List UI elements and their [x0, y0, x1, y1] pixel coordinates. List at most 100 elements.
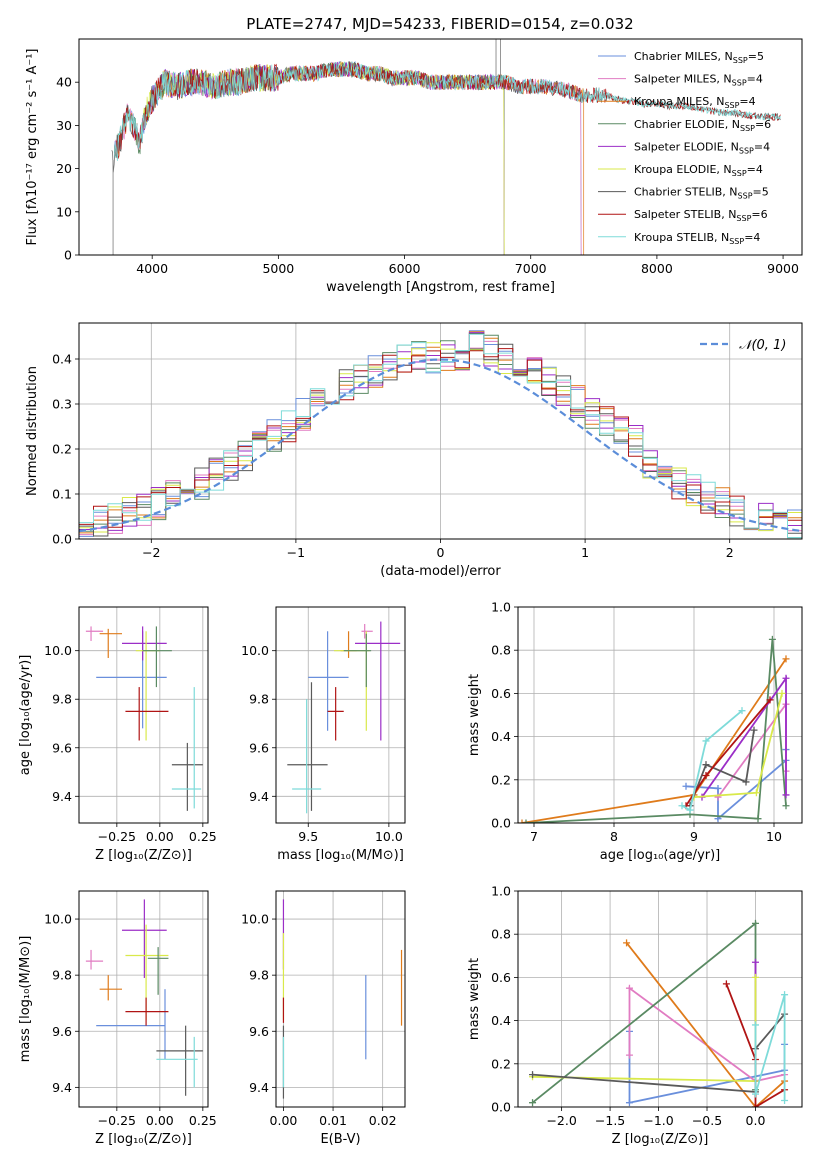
panel-weight_vs_age: 7 8 9 10 0.0 0.2 0.4 0.6 0.8 1.0 age [log₁₀(age/yr…: [467, 600, 803, 863]
weight-marker: [738, 707, 746, 715]
weight-marker: [781, 991, 789, 999]
y-tick-label: 0.4: [491, 729, 511, 744]
y-tick-label: 0.0: [491, 1100, 511, 1115]
legend-label: Chabrier MILES, NSSP=5: [634, 50, 764, 65]
x-tick-label: 7: [530, 829, 538, 844]
plot-area-weight_vs_Z: [529, 919, 789, 1107]
panel-age_vs_mass: 9.5 10.0 9.4 9.6 9.8 10.0 mass [log₁₀(M/M⊙)]: [241, 606, 406, 863]
x-tick-label: 4000: [136, 261, 168, 276]
y-tick-label: 9.6: [249, 1024, 269, 1039]
histogram-step: [79, 348, 802, 539]
x-tick-label: 10: [766, 829, 782, 844]
y-tick-label: 9.8: [52, 968, 72, 983]
spectrum-line: [113, 60, 781, 161]
x-tick-label: 8: [610, 829, 618, 844]
x-tick-label: 0.00: [146, 829, 174, 844]
weight-marker: [754, 815, 762, 823]
y-tick-label: 10.0: [44, 643, 72, 658]
x-tick-label: −1.0: [643, 1113, 673, 1128]
weight-line: [754, 994, 786, 1101]
x-tick-label: 2: [726, 545, 734, 560]
weight-marker: [623, 939, 631, 947]
weight-marker: [782, 791, 790, 799]
weight-marker: [751, 1090, 759, 1098]
y-axis-label: Normed distribution: [25, 366, 40, 496]
y-axis-label: mass [log₁₀(M/M⊙)]: [18, 936, 33, 1063]
weight-marker: [682, 782, 690, 790]
legend-label: Chabrier STELIB, NSSP=5: [634, 186, 769, 201]
legend-label: Chabrier ELODIE, NSSP=6: [634, 118, 771, 133]
weight-marker: [752, 789, 760, 797]
weight-marker: [778, 689, 786, 697]
y-tick-label: 9.8: [249, 968, 269, 983]
axes-frame: [517, 890, 803, 1108]
x-tick-label: 7000: [515, 261, 547, 276]
y-tick-label: 9.8: [249, 692, 269, 707]
axes-frame: [275, 890, 406, 1108]
panel-spectrum: 4000 5000 6000 7000 8000 9000 0 10 20 30 40 wavelen…: [25, 38, 803, 295]
weight-marker: [750, 726, 758, 734]
x-tick-label: 9: [690, 829, 698, 844]
legend-label: Kroupa STELIB, NSSP=4: [634, 231, 760, 246]
y-tick-label: 9.6: [52, 740, 72, 755]
x-axis-label: Z [log₁₀(Z/Z⊙)]: [95, 1132, 192, 1147]
weight-marker: [751, 1103, 759, 1107]
weight-marker: [722, 980, 730, 988]
y-tick-label: 9.8: [52, 692, 72, 707]
y-tick-label: 0.0: [52, 532, 72, 547]
legend-label: 𝒩(0, 1): [739, 338, 786, 353]
x-tick-label: 0.00: [270, 1113, 298, 1128]
figure-title: PLATE=2747, MJD=54233, FIBERID=0154, z=0…: [246, 15, 633, 33]
plot-area-spectrum: [111, 39, 781, 255]
weight-marker: [625, 1099, 633, 1107]
x-tick-label: 0.00: [146, 1113, 174, 1128]
plot-area-age_vs_mass: [287, 621, 401, 814]
x-tick-label: −1: [287, 545, 305, 560]
weight-line: [625, 942, 786, 1107]
legend-label: Kroupa ELODIE, NSSP=4: [634, 163, 763, 178]
histogram-step: [79, 333, 802, 539]
legend-label: Salpeter MILES, NSSP=4: [634, 73, 763, 88]
weight-marker: [518, 819, 526, 823]
y-tick-label: 1.0: [491, 884, 511, 899]
x-axis-label: wavelength [Angstrom, rest frame]: [326, 280, 555, 295]
y-axis-label: mass weight: [467, 674, 482, 756]
x-tick-label: 0.25: [189, 829, 217, 844]
legend-label: Salpeter ELODIE, NSSP=4: [634, 140, 770, 155]
plot-area-mass_vs_ebv: [282, 899, 403, 1099]
panel-mass_vs_ebv: 0.00 0.01 0.02 9.4 9.6 9.8 10.0 E(B-V): [241, 890, 406, 1147]
x-tick-label: 0.25: [189, 1113, 217, 1128]
y-tick-label: 9.6: [52, 1024, 72, 1039]
x-axis-label: Z [log₁₀(Z/Z⊙)]: [612, 1132, 709, 1147]
y-tick-label: 40: [56, 75, 72, 90]
weight-marker: [702, 771, 710, 779]
axes-frame: [78, 606, 209, 824]
panel-age_vs_Z: −0.25 0.00 0.25 9.4 9.6 9.8 10.0 Z [log₁₀(Z/Z⊙)…: [18, 606, 217, 863]
y-tick-label: 1.0: [491, 600, 511, 615]
weight-marker: [768, 635, 776, 643]
y-tick-label: 10.0: [44, 912, 72, 927]
y-tick-label: 0.8: [491, 927, 511, 942]
y-tick-label: 9.4: [52, 789, 72, 804]
plot-area-age_vs_Z: [85, 626, 203, 811]
gaussian-curve: [79, 358, 802, 533]
y-tick-label: 0.2: [491, 1056, 511, 1071]
weight-marker: [751, 1021, 759, 1029]
y-tick-label: 0.6: [491, 686, 511, 701]
y-tick-label: 0.4: [52, 352, 72, 367]
x-tick-label: −0.5: [692, 1113, 722, 1128]
weight-marker: [522, 819, 530, 823]
weight-marker: [782, 674, 790, 682]
x-tick-label: 9000: [767, 261, 799, 276]
plot-area-mass_vs_Z: [85, 899, 203, 1096]
y-tick-label: 0.3: [52, 397, 72, 412]
axes-frame: [275, 606, 406, 824]
axes-frame: [78, 38, 803, 256]
plot-area-weight_vs_age: [518, 635, 790, 823]
y-tick-label: 0.1: [52, 487, 72, 502]
y-axis-label: age [log₁₀(age/yr)]: [18, 655, 33, 776]
y-tick-label: 9.4: [52, 1080, 72, 1095]
y-tick-label: 10.0: [241, 643, 269, 658]
weight-line: [689, 729, 755, 807]
